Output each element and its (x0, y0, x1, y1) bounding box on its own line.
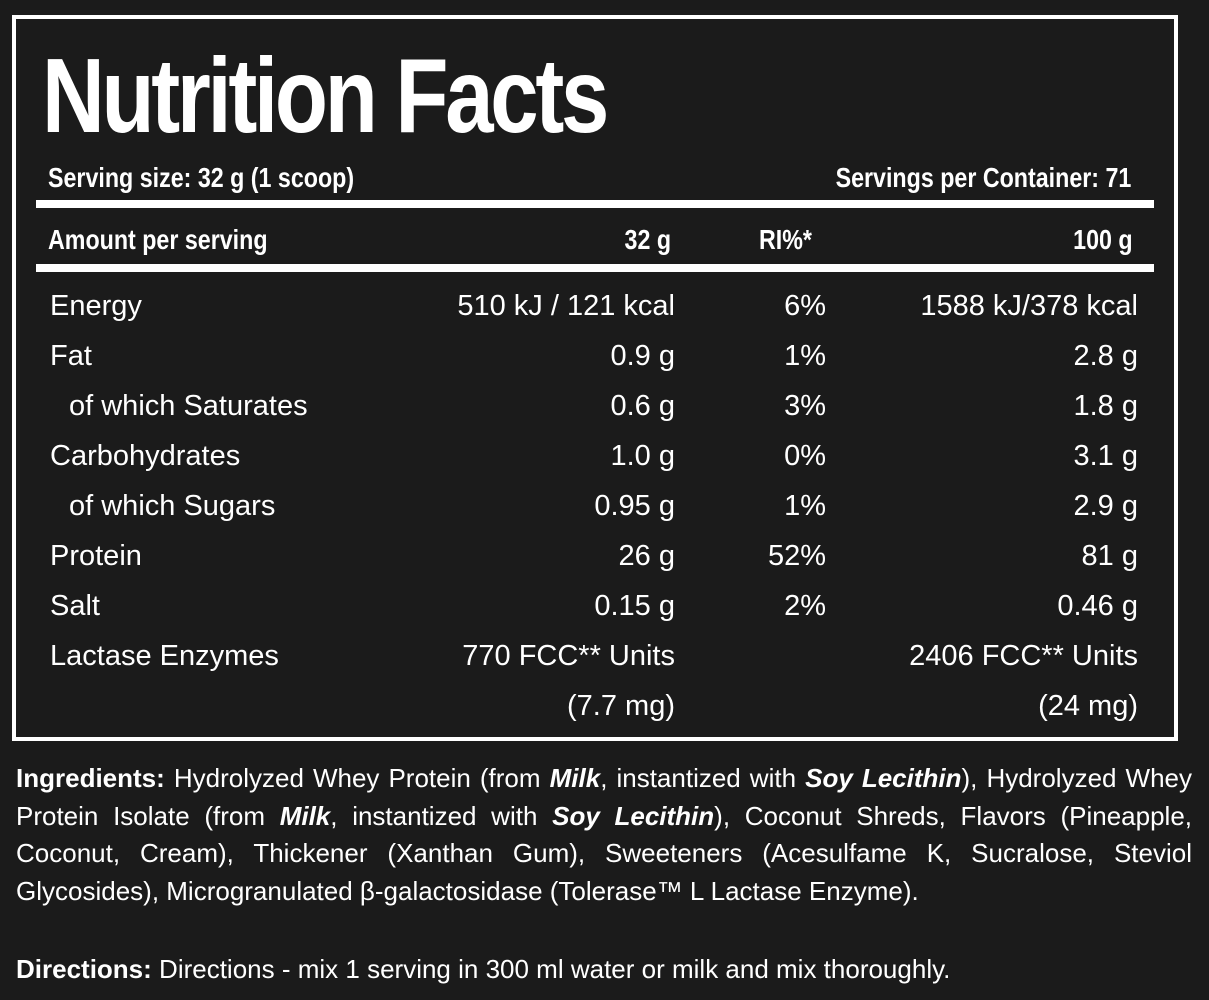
serving-size: Serving size: 32 g (1 scoop) (48, 162, 355, 193)
allergen-milk: Milk (549, 763, 601, 793)
ingredients-text: Ingredients: Hydrolyzed Whey Protein (fr… (16, 760, 1192, 910)
ri-value: 6% (784, 290, 826, 322)
per-serving-value: 770 FCC** Units (462, 640, 675, 672)
per-serving-value: 26 g (618, 540, 675, 572)
per-serving-value: (7.7 mg) (567, 690, 675, 722)
column-header-amount: Amount per serving (48, 224, 268, 255)
nutrient-row-lactase-enzymes: Lactase Enzymes 770 FCC** Units 2406 FCC… (0, 642, 1209, 692)
per-100g-value: 2406 FCC** Units (909, 640, 1138, 672)
ingredients-part: Hydrolyzed Whey Protein (from (164, 763, 550, 793)
nutrient-name: Salt (50, 590, 100, 622)
nutrient-row-saturates: of which Saturates 0.6 g 3% 1.8 g (0, 392, 1209, 442)
nutrient-name: of which Sugars (69, 490, 276, 522)
nutrient-name: Carbohydrates (50, 440, 241, 472)
ri-value: 1% (784, 340, 826, 372)
servings-per-container: Servings per Container: 71 (835, 162, 1131, 193)
nutrition-facts-panel (12, 15, 1178, 741)
divider-thick-header (36, 264, 1154, 272)
per-serving-value: 0.9 g (610, 340, 676, 372)
nutrient-name: Lactase Enzymes (50, 640, 279, 672)
per-serving-value: 0.6 g (610, 390, 676, 422)
nutrient-row-carbohydrates: Carbohydrates 1.0 g 0% 3.1 g (0, 442, 1209, 492)
ri-value: 52% (767, 540, 826, 572)
allergen-milk: Milk (279, 800, 331, 831)
column-header-per-serving: 32 g (624, 224, 671, 255)
nutrient-name: Protein (50, 540, 142, 572)
per-100g-value: 3.1 g (1073, 440, 1139, 472)
column-header-per-100g: 100 g (1073, 224, 1133, 255)
ingredients-part: ), Hydrolyzed Whey Protein Isolate (from (16, 763, 1193, 831)
per-100g-value: 2.8 g (1073, 340, 1139, 372)
directions-body: Directions - mix 1 serving in 300 ml wat… (151, 954, 951, 984)
ri-value: 2% (784, 590, 826, 622)
ingredients-heading: Ingredients: (16, 763, 165, 793)
allergen-soy-lecithin: Soy Lecithin (552, 800, 715, 831)
per-serving-value: 1.0 g (610, 440, 676, 472)
nutrition-facts-title: Nutrition Facts (42, 37, 609, 155)
nutrient-row-lactase-mass: (7.7 mg) (24 mg) (0, 692, 1209, 742)
nutrient-row-energy: Energy 510 kJ / 121 kcal 6% 1588 kJ/378 … (0, 292, 1209, 342)
nutrient-name: of which Saturates (69, 390, 308, 422)
ingredients-part: , instantized with (600, 763, 806, 793)
divider-thick-top (36, 200, 1154, 208)
ri-value: 3% (784, 390, 826, 422)
per-100g-value: 1.8 g (1073, 390, 1139, 422)
nutrient-name: Energy (50, 290, 142, 322)
per-100g-value: 1588 kJ/378 kcal (920, 290, 1138, 322)
ri-value: 1% (784, 490, 826, 522)
per-serving-value: 510 kJ / 121 kcal (457, 290, 675, 322)
ri-value: 0% (784, 440, 826, 472)
directions-heading: Directions: (16, 954, 152, 984)
directions-text: Directions: Directions - mix 1 serving i… (16, 951, 1192, 988)
per-100g-value: 81 g (1081, 540, 1138, 572)
nutrient-row-fat: Fat 0.9 g 1% 2.8 g (0, 342, 1209, 392)
nutrient-row-sugars: of which Sugars 0.95 g 1% 2.9 g (0, 492, 1209, 542)
ingredients-part: , instantized with (330, 800, 553, 831)
nutrient-row-protein: Protein 26 g 52% 81 g (0, 542, 1209, 592)
per-serving-value: 0.95 g (594, 490, 675, 522)
nutrient-row-salt: Salt 0.15 g 2% 0.46 g (0, 592, 1209, 642)
per-100g-value: (24 mg) (1038, 690, 1138, 722)
ingredients-part: ), Coconut Shreds, Flavors (Pineapple, C… (16, 800, 1193, 906)
per-serving-value: 0.15 g (594, 590, 675, 622)
per-100g-value: 2.9 g (1073, 490, 1139, 522)
nutrient-name: Fat (50, 340, 92, 372)
per-100g-value: 0.46 g (1057, 590, 1138, 622)
allergen-soy-lecithin: Soy Lecithin (805, 763, 962, 793)
column-header-ri: RI%* (759, 224, 812, 255)
